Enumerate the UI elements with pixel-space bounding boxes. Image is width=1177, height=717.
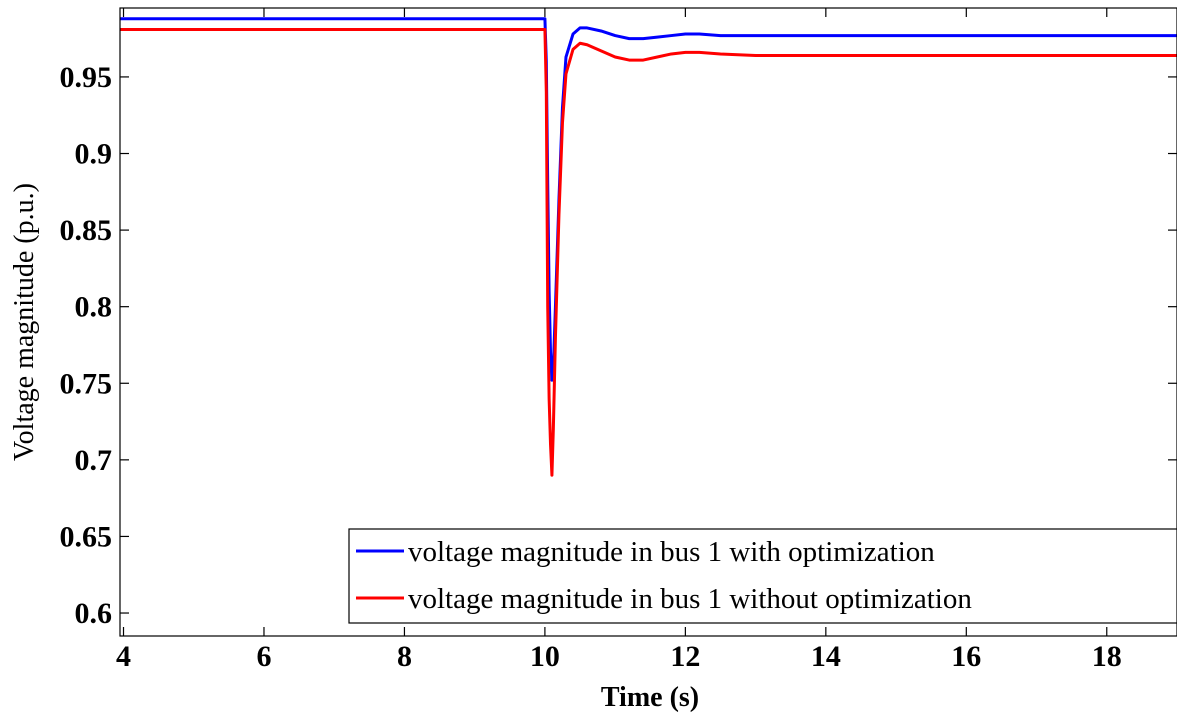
series-layer: [120, 17, 1177, 477]
tick-layer: 4 6 8 10 12 14 16 18 0.6 0.65 0.7 0.75 0.8 0.85 0.9 0.9…: [60, 8, 1177, 673]
x-tick-label: 18: [1092, 640, 1122, 673]
series-line-voltage-magnitude-in-bus-1-without-optimization: [120, 27, 1177, 477]
x-tick-label: 6: [256, 640, 271, 673]
x-tick-label: 8: [397, 640, 412, 673]
x-tick-label: 14: [811, 640, 841, 673]
y-tick-label: 0.7: [75, 444, 113, 477]
legend-label-without-optimization: voltage magnitude in bus 1 without optim…: [408, 583, 972, 615]
legend-box: [348, 528, 1177, 624]
legend: voltage magnitude in bus 1 with optimiza…: [348, 528, 1177, 624]
series-line-voltage-magnitude-in-bus-1-with-optimization: [120, 17, 1177, 382]
plot-frame: [119, 7, 1177, 637]
x-tick-label: 16: [951, 640, 981, 673]
y-tick-label: 0.6: [75, 597, 113, 630]
legend-label-with-optimization: voltage magnitude in bus 1 with optimiza…: [408, 536, 935, 568]
x-tick-label: 10: [530, 640, 560, 673]
y-tick-label: 0.85: [60, 214, 113, 247]
x-tick-label: 12: [670, 640, 700, 673]
y-tick-label: 0.65: [60, 520, 113, 553]
x-axis-label: Time (s): [601, 682, 699, 713]
y-tick-label: 0.75: [60, 367, 113, 400]
y-tick-label: 0.8: [75, 291, 113, 324]
x-tick-label: 4: [116, 640, 131, 673]
y-tick-label: 0.95: [60, 61, 113, 94]
y-axis-label: Voltage magnitude (p.u.): [9, 183, 40, 461]
y-tick-label: 0.9: [75, 138, 113, 171]
